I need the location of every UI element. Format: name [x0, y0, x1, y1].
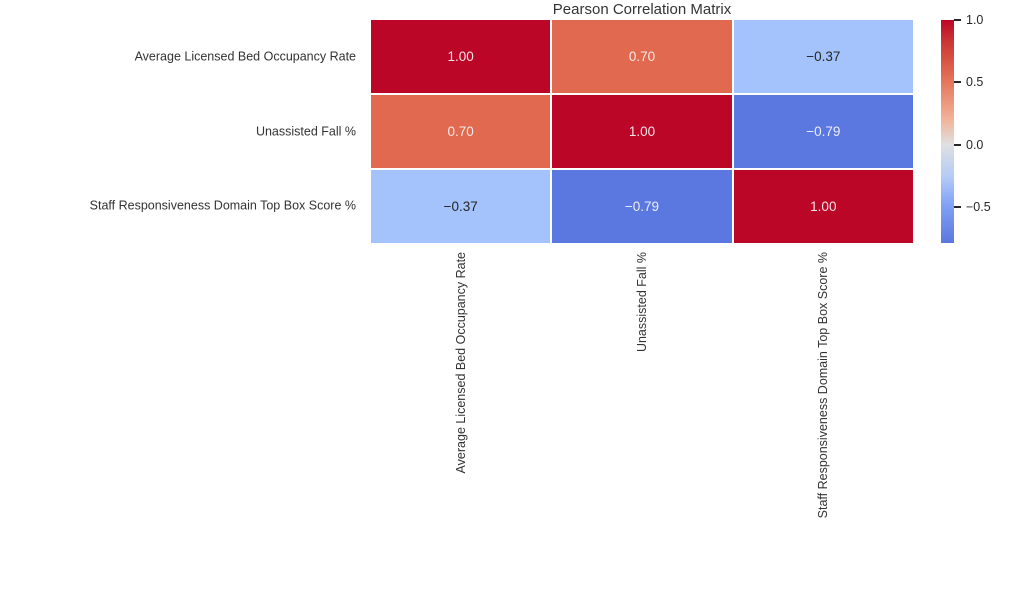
- colorbar-tick-1: [954, 81, 961, 84]
- heatmap-cell-r1c2: −0.79: [733, 95, 913, 168]
- colorbar: [941, 20, 954, 243]
- colorbar-tick-label-1: 0.5: [966, 75, 984, 90]
- y-axis-label-2: Staff Responsiveness Domain Top Box Scor…: [89, 198, 356, 213]
- heatmap-cell-r2c0: −0.37: [371, 170, 551, 243]
- colorbar-tick-label-0: 1.0: [966, 13, 984, 27]
- colorbar-tick-label-2: 0.0: [966, 137, 984, 152]
- colorbar-tick-0: [954, 19, 961, 21]
- heatmap-cell-r0c0: 1.00: [371, 20, 551, 93]
- x-axis-label-0: Average Licensed Bed Occupancy Rate: [454, 252, 469, 474]
- colorbar-tick-2: [954, 143, 961, 146]
- x-axis-label-1: Unassisted Fall %: [635, 252, 649, 353]
- heatmap-cell-r0c1: 0.70: [552, 20, 732, 93]
- heatmap-cell-r0c2: −0.37: [733, 20, 913, 93]
- chart-title: Pearson Correlation Matrix: [552, 1, 732, 18]
- colorbar-tick-3: [954, 205, 961, 208]
- x-axis-label-2: Staff Responsiveness Domain Top Box Scor…: [815, 252, 830, 519]
- heatmap-cell-r2c2: 1.00: [733, 170, 913, 243]
- y-axis-label-1: Unassisted Fall %: [255, 124, 356, 138]
- heatmap-cell-r1c0: 0.70: [371, 95, 551, 168]
- heatmap-cell-r2c1: −0.79: [552, 170, 732, 243]
- heatmap-grid: 1.00 0.70 −0.37 0.70 1.00 −0.79 −0.37 −0.79 1.00: [371, 20, 913, 243]
- colorbar-tick-label-3: −0.5: [966, 199, 991, 214]
- heatmap-cell-r1c1: 1.00: [552, 95, 732, 168]
- y-axis-label-0: Average Licensed Bed Occupancy Rate: [134, 49, 356, 64]
